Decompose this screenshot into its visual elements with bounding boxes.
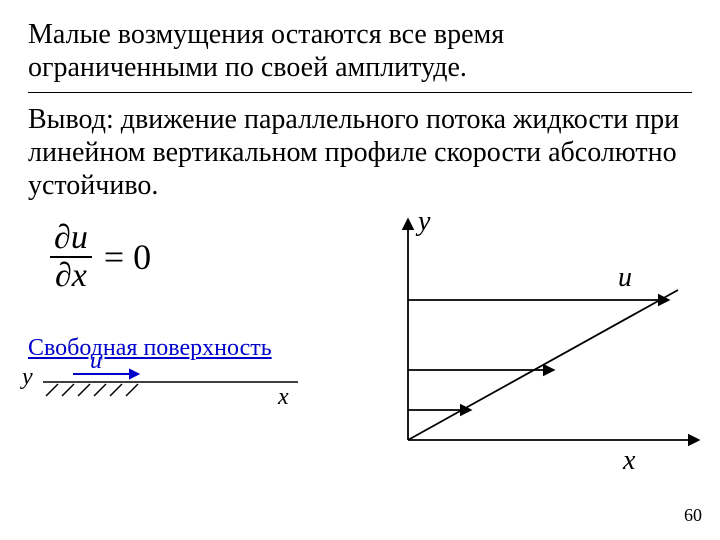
- free-surface-diagram: y u x: [18, 360, 308, 440]
- equation-rhs: = 0: [104, 236, 151, 278]
- lower-content: ∂u ∂x = 0 Свободная поверхность: [28, 220, 692, 520]
- velocity-profile-diagram: y u x: [368, 210, 708, 480]
- paragraph-perturbations: Малые возмущения остаются все время огра…: [28, 18, 692, 84]
- big-x-label: x: [623, 445, 635, 477]
- page-number: 60: [684, 505, 702, 526]
- free-surface-label: Свободная поверхность: [28, 335, 272, 362]
- small-u-label: u: [90, 348, 102, 375]
- equation-denominator: ∂x: [51, 258, 91, 294]
- slide-page: Малые возмущения остаются все время огра…: [0, 0, 720, 540]
- big-y-label: y: [418, 206, 430, 238]
- equation-fraction: ∂u ∂x: [50, 220, 92, 293]
- big-u-label: u: [618, 262, 632, 294]
- equation-dudx: ∂u ∂x = 0: [50, 220, 151, 293]
- equation-numerator: ∂u: [50, 220, 92, 256]
- small-y-label: y: [22, 364, 33, 391]
- velocity-profile-svg: [368, 210, 708, 480]
- free-surface-svg: [18, 360, 308, 440]
- paragraph-conclusion: Вывод: движение параллельного потока жид…: [28, 103, 692, 202]
- small-x-label: x: [278, 384, 289, 411]
- horizontal-rule: [28, 92, 692, 93]
